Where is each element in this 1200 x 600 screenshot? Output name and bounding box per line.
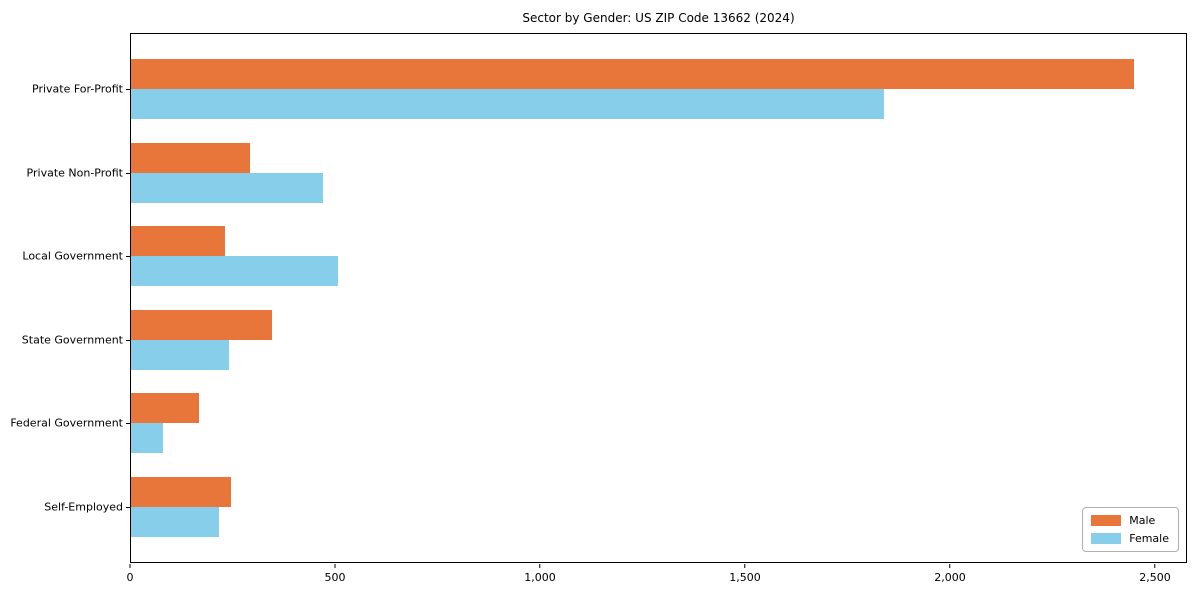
x-tick-mark [1154, 564, 1156, 568]
y-tick-mark [126, 339, 130, 341]
x-tick: 1,000 [524, 564, 556, 584]
bar-female-0 [131, 89, 884, 119]
bar-female-3 [131, 339, 230, 370]
bar-male-3 [131, 309, 273, 340]
bar-group: Private Non-Profit [27, 142, 1186, 203]
x-axis: 0 500 1,000 1,500 2,000 2,500 [127, 564, 1187, 594]
x-tick: 0 [127, 564, 134, 584]
x-tick-label: 1,000 [524, 571, 556, 584]
bar-female-2 [131, 256, 338, 287]
category-label: Self-Employed [44, 500, 123, 514]
x-tick: 2,000 [934, 564, 966, 584]
legend: Male Female [1082, 507, 1179, 552]
legend-label: Female [1129, 532, 1169, 545]
x-tick: 2,500 [1139, 564, 1171, 584]
category-label: State Government [21, 333, 123, 347]
category-label: Private Non-Profit [26, 166, 123, 180]
bar-male-4 [131, 393, 199, 424]
bar-female-4 [131, 423, 163, 454]
legend-swatch-male [1091, 515, 1122, 526]
x-tick-mark [539, 564, 541, 568]
category-label: Private For-Profit [32, 82, 123, 96]
y-tick-mark [126, 89, 130, 90]
bar-group: Private For-Profit [32, 59, 1186, 119]
x-tick-mark [129, 564, 131, 568]
x-tick-mark [949, 564, 951, 568]
bar-male-2 [131, 226, 226, 257]
legend-label: Male [1129, 514, 1156, 527]
legend-swatch-female [1091, 533, 1122, 544]
bar-group: Local Government [22, 226, 1186, 287]
x-tick-label: 1,500 [729, 571, 761, 584]
y-tick-mark [126, 423, 130, 425]
chart-title: Sector by Gender: US ZIP Code 13662 (202… [522, 11, 795, 25]
x-tick: 500 [325, 564, 346, 584]
x-tick-label: 2,000 [934, 571, 966, 584]
bars-container: Private For-Profit Private Non-Profit Loca… [10, 34, 1186, 562]
category-label: Federal Government [10, 416, 123, 430]
bar-group: Federal Government [10, 393, 1186, 454]
legend-item-male: Male [1091, 514, 1169, 527]
x-tick-mark [744, 564, 746, 568]
bar-male-5 [131, 476, 232, 507]
y-tick-mark [126, 172, 130, 174]
x-tick: 1,500 [729, 564, 761, 584]
category-label: Local Government [22, 249, 123, 263]
plot-area: Private For-Profit Private Non-Profit Loca… [10, 33, 1187, 563]
bar-female-1 [131, 172, 323, 203]
bar-group: Self-Employed [44, 476, 1186, 537]
x-tick-mark [334, 564, 336, 568]
bar-male-0 [131, 59, 1134, 89]
x-tick-label: 0 [126, 571, 134, 584]
y-tick-mark [126, 256, 130, 258]
y-tick-mark [126, 506, 130, 508]
bar-male-1 [131, 142, 250, 173]
bar-group: State Government [22, 309, 1186, 370]
legend-item-female: Female [1091, 532, 1169, 545]
x-tick-label: 500 [324, 571, 346, 584]
bar-female-5 [131, 506, 219, 537]
x-tick-label: 2,500 [1139, 571, 1171, 584]
